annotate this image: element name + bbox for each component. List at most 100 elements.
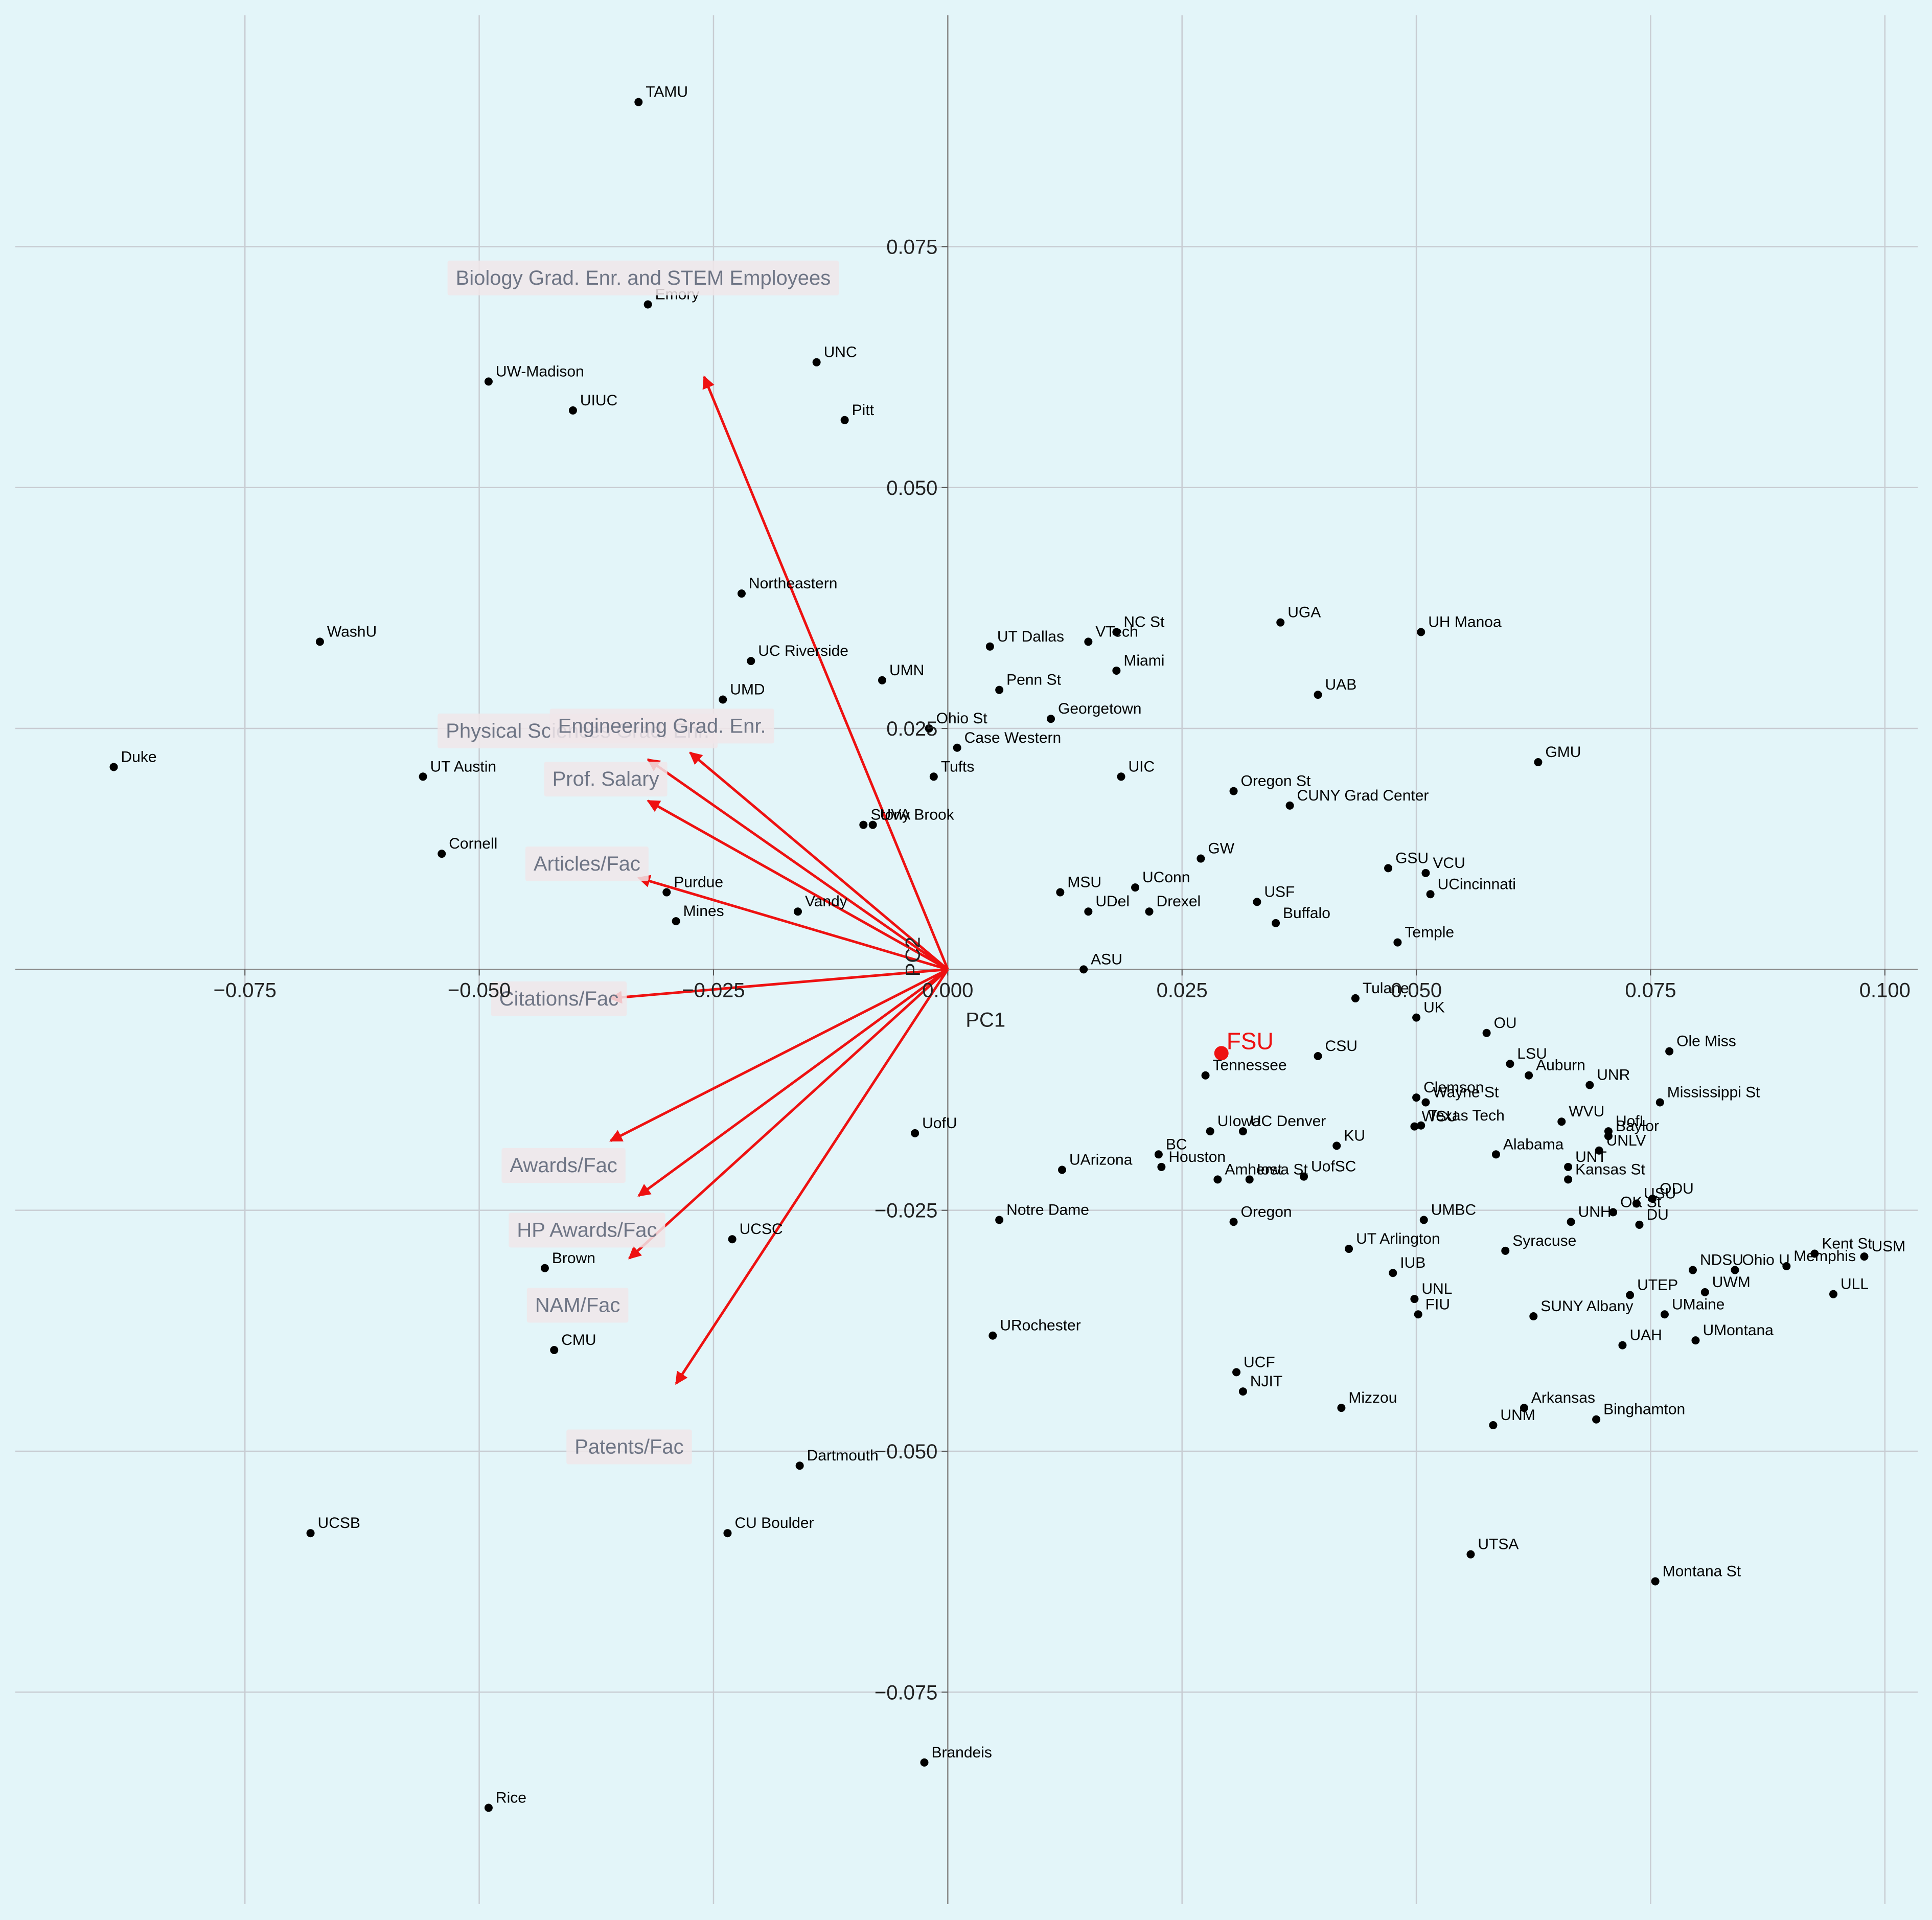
loading-arrow-articles-fac: [637, 875, 949, 971]
point-label-ok-st: OK St: [1620, 1194, 1662, 1210]
point-label-iowa-st: Iowa St: [1257, 1161, 1308, 1178]
point-miami: [1112, 666, 1121, 675]
point-label-uah: UAH: [1629, 1327, 1662, 1344]
point-binghamton: [1592, 1415, 1601, 1424]
y-tick-label-4: 0.025: [886, 718, 937, 740]
point-label-stony-brook: Stony Brook: [870, 807, 954, 824]
point-suny-albany: [1529, 1312, 1538, 1321]
point-uva: [868, 820, 877, 829]
point-label-uw-madison: UW-Madison: [496, 363, 584, 380]
point-gw: [1197, 854, 1205, 863]
loading-label-engineering-grad-enr: Engineering Grad. Enr.: [558, 715, 766, 737]
point-uw-madison: [484, 377, 493, 386]
point-tufts: [929, 772, 938, 781]
point-duke: [109, 763, 118, 771]
point-label-syracuse: Syracuse: [1512, 1232, 1576, 1249]
point-label-case-western: Case Western: [964, 729, 1062, 746]
point-umd: [719, 695, 727, 704]
point-uh-manoa: [1417, 628, 1425, 636]
point-du: [1635, 1220, 1644, 1229]
point-label-uk: UK: [1423, 999, 1445, 1016]
x-tick-label-6: 0.075: [1625, 979, 1676, 1001]
point-mizzou: [1337, 1404, 1346, 1412]
point-label-tamu: TAMU: [646, 84, 688, 101]
point-unlv: [1595, 1146, 1603, 1155]
point-label-umontana: UMontana: [1703, 1322, 1774, 1339]
point-label-uva: UVA: [880, 807, 910, 824]
point-label-uiuc: UIUC: [580, 392, 617, 409]
point-usm: [1860, 1252, 1869, 1261]
y-tick-label-6: 0.075: [886, 236, 937, 258]
point-uofsc: [1300, 1172, 1308, 1181]
point-umontana: [1691, 1336, 1700, 1345]
point-label-ku: KU: [1344, 1127, 1365, 1144]
point-ut-dallas: [985, 642, 994, 651]
point-uwm: [1700, 1288, 1709, 1296]
y-tick-label-0: −0.075: [875, 1681, 937, 1704]
point-mississippi-st: [1655, 1098, 1664, 1107]
point-iowa-st: [1245, 1175, 1254, 1184]
x-tick-label-7: 0.100: [1859, 979, 1911, 1001]
loading-label-prof-salary: Prof. Salary: [553, 768, 659, 790]
point-uah: [1618, 1341, 1627, 1350]
point-label-uofsc: UofSC: [1311, 1158, 1356, 1175]
point-label-urochester: URochester: [1000, 1317, 1080, 1334]
loading-label-box-awards-fac: [501, 1148, 626, 1183]
point-label-ull: ULL: [1841, 1276, 1869, 1293]
point-label-wayne-st: Wayne St: [1433, 1084, 1499, 1101]
point-northeastern: [737, 589, 746, 598]
point-label-washu: WashU: [327, 623, 377, 640]
point-cu-boulder: [723, 1529, 732, 1538]
point-bc: [1154, 1150, 1163, 1159]
y-tick-label-2: −0.025: [875, 1200, 937, 1222]
point-label-penn-st: Penn St: [1006, 672, 1061, 689]
point-label-ole-miss: Ole Miss: [1676, 1033, 1736, 1050]
loading-label-hp-awards-fac: HP Awards/Fac: [517, 1219, 657, 1241]
point-label-usm: USM: [1871, 1238, 1905, 1255]
point-clemson: [1412, 1093, 1421, 1102]
point-gmu: [1534, 758, 1543, 767]
point-fsu: [1214, 1046, 1229, 1061]
point-tamu: [634, 98, 643, 106]
loading-label-group-awards-fac: Awards/Fac: [501, 1148, 626, 1183]
point-label-tufts: Tufts: [941, 758, 975, 775]
point-label-uarizona: UArizona: [1069, 1151, 1133, 1168]
point-label-kent-st: Kent St: [1822, 1235, 1872, 1252]
point-brown: [540, 1264, 549, 1272]
point-label-gsu: GSU: [1395, 850, 1429, 866]
point-label-du: DU: [1646, 1206, 1668, 1223]
point-label-uofu: UofU: [922, 1115, 957, 1132]
loading-arrow-biology-grad-enr-and-stem-employees: [702, 375, 949, 970]
point-label-brown: Brown: [552, 1250, 595, 1267]
loading-label-box-patents-fac: [566, 1429, 692, 1465]
point-label-ndsu: NDSU: [1700, 1252, 1743, 1269]
point-amherst: [1213, 1175, 1222, 1184]
point-uarizona: [1058, 1165, 1067, 1174]
point-label-northeastern: Northeastern: [749, 575, 837, 592]
point-label-suny-albany: SUNY Albany: [1540, 1298, 1633, 1315]
y-axis-label: PC2: [902, 936, 924, 976]
point-uconn: [1131, 883, 1140, 892]
point-label-ohio-st: Ohio St: [936, 710, 988, 727]
point-label-duke: Duke: [121, 748, 157, 765]
point-utep: [1626, 1291, 1635, 1299]
point-label-unh: UNH: [1578, 1203, 1612, 1220]
point-unh: [1567, 1218, 1575, 1226]
tick-labels: −0.075 −0.050 −0.025 0.000 0.025 0.050 0.075 0.…: [213, 236, 1910, 1704]
point-label-mississippi-st: Mississippi St: [1667, 1084, 1760, 1101]
point-vandy: [793, 907, 802, 916]
point-label-uiowa: UIowa: [1217, 1113, 1261, 1130]
point-label-miami: Miami: [1123, 652, 1164, 669]
point-label-utep: UTEP: [1637, 1277, 1678, 1294]
point-label-buffalo: Buffalo: [1283, 905, 1330, 922]
point-csu: [1314, 1052, 1322, 1061]
loading-arrow-patents-fac: [675, 968, 949, 1385]
point-unr: [1585, 1081, 1594, 1089]
point-unl: [1410, 1295, 1419, 1304]
point-label-vandy: Vandy: [805, 893, 847, 910]
point-label-usf: USF: [1264, 883, 1295, 900]
point-label-uh-manoa: UH Manoa: [1428, 614, 1502, 631]
point-label-uconn: UConn: [1142, 869, 1190, 886]
point-pitt: [840, 416, 849, 424]
